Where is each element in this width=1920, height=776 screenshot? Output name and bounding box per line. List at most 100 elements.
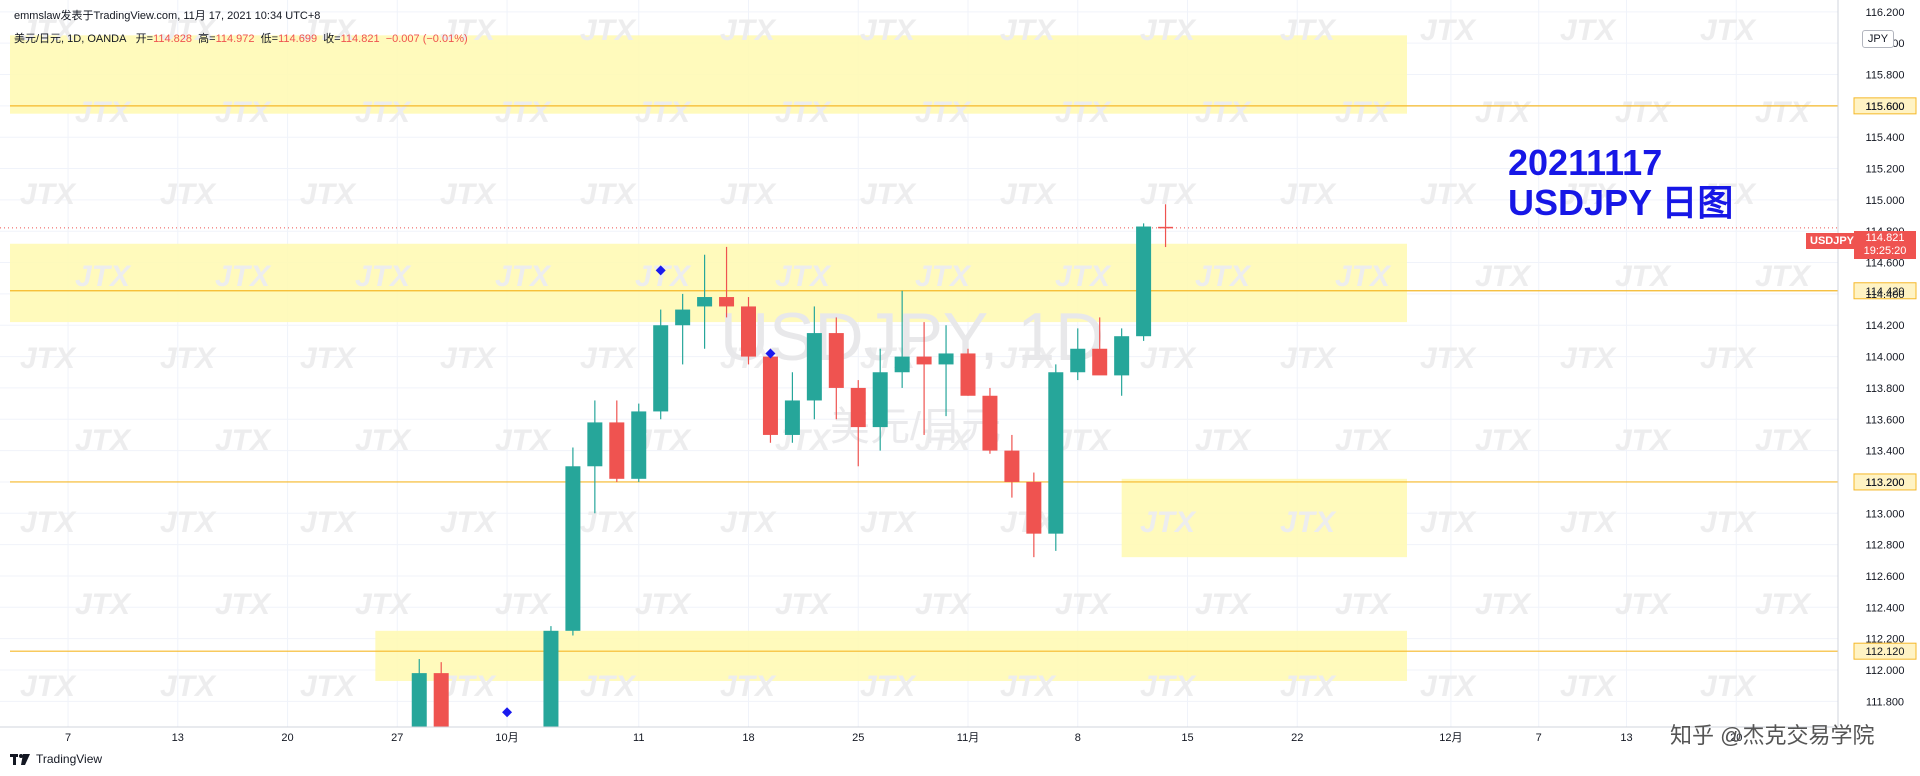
low-label: 低= xyxy=(260,33,279,45)
jtx-watermark: JTX xyxy=(775,96,832,129)
level-price-label: 113.200 xyxy=(1866,477,1905,489)
jtx-watermark: JTX xyxy=(495,96,552,129)
x-tick-label: 13 xyxy=(1620,732,1632,744)
jtx-watermark: JTX xyxy=(215,260,272,293)
jtx-watermark: JTX xyxy=(720,178,777,211)
jtx-watermark: JTX xyxy=(1615,588,1672,621)
jtx-watermark: JTX xyxy=(75,260,132,293)
candle-body xyxy=(1092,348,1108,376)
x-tick-label: 11 xyxy=(633,732,644,744)
x-tick-label: 11月 xyxy=(957,732,979,744)
jtx-watermark: JTX xyxy=(1280,178,1337,211)
candle-body xyxy=(675,309,691,326)
level-price-tag xyxy=(1853,282,1917,300)
x-tick-label: 15 xyxy=(1181,732,1193,744)
jtx-watermark: JTX xyxy=(635,96,692,129)
jtx-watermark: JTX xyxy=(775,260,832,293)
jtx-watermark: JTX xyxy=(1755,260,1812,293)
jtx-watermark: JTX xyxy=(1560,506,1617,539)
jtx-watermark: JTX xyxy=(1280,670,1337,703)
watermarks: JTX JTX JTX JTX JTX JTX JTX JTX JTX JTX JTX JTX JTX J… xyxy=(20,14,1812,703)
symbol-label: 美元/日元, 1D, OANDA xyxy=(14,33,127,45)
jtx-watermark: JTX xyxy=(635,260,692,293)
jtx-watermark: JTX xyxy=(580,178,637,211)
jtx-watermark: JTX xyxy=(355,96,412,129)
y-tick-label: 113.600 xyxy=(1866,414,1905,426)
candle-body xyxy=(828,333,844,388)
jtx-watermark: JTX xyxy=(495,260,552,293)
jtx-watermark: JTX xyxy=(1140,342,1197,375)
change-value: −0.007 (−0.01%) xyxy=(385,33,468,45)
candle-body xyxy=(872,372,888,428)
high-label: 高= xyxy=(198,33,216,45)
y-tick-label: 112.000 xyxy=(1866,665,1905,677)
jtx-watermark: JTX xyxy=(1055,588,1112,621)
jtx-watermark: JTX xyxy=(215,588,272,621)
y-tick-label: 114.400 xyxy=(1866,289,1905,301)
jtx-watermark: JTX xyxy=(1000,14,1057,47)
bar-countdown: 19:25:20 xyxy=(1863,245,1907,257)
jtx-watermark: JTX xyxy=(775,424,832,457)
candle-body xyxy=(543,630,559,727)
level-price-tag xyxy=(1853,97,1917,115)
x-tick-label: 25 xyxy=(852,732,864,744)
jtx-watermark: JTX xyxy=(20,178,77,211)
jtx-watermark: JTX xyxy=(440,670,497,703)
high-value: 114.972 xyxy=(215,33,255,45)
x-tick-label: 10月 xyxy=(495,732,518,744)
currency-button[interactable]: JPY xyxy=(1862,30,1894,48)
jtx-watermark: JTX xyxy=(860,670,917,703)
candle-body xyxy=(719,297,735,307)
y-tick-label: 112.800 xyxy=(1866,540,1905,552)
y-tick-label: 114.600 xyxy=(1866,258,1905,270)
jtx-watermark: JTX xyxy=(580,14,637,47)
level-price-tag xyxy=(1853,473,1917,491)
jtx-watermark: JTX xyxy=(1335,96,1392,129)
y-tick-label: 112.600 xyxy=(1866,571,1905,583)
candle-body xyxy=(741,306,756,357)
candle-body xyxy=(433,673,449,727)
zones xyxy=(10,35,1408,681)
y-tick-label: 116.200 xyxy=(1866,7,1905,19)
jtx-watermark: JTX xyxy=(20,506,77,539)
candle-body xyxy=(1114,336,1130,376)
jtx-watermark: JTX xyxy=(1195,96,1252,129)
jtx-watermark: JTX xyxy=(1615,260,1672,293)
jtx-watermark: JTX xyxy=(160,670,217,703)
candle-body xyxy=(1136,226,1152,337)
jtx-watermark: JTX xyxy=(1615,96,1672,129)
jtx-watermark: JTX xyxy=(20,342,77,375)
jtx-watermark: JTX xyxy=(1475,588,1532,621)
level-price-tag xyxy=(1853,642,1917,660)
jtx-watermark: JTX xyxy=(355,588,412,621)
annotation-title: USDJPY 日图 xyxy=(1508,182,1734,223)
jtx-watermark: JTX xyxy=(860,506,917,539)
close-label: 收= xyxy=(323,33,341,45)
jtx-watermark: JTX xyxy=(1700,506,1757,539)
jtx-watermark: JTX xyxy=(775,588,832,621)
jtx-watermark: JTX xyxy=(1195,260,1252,293)
candle-body xyxy=(806,333,822,401)
candle-body xyxy=(631,411,647,479)
levels: 115.600 114.420 113.200 112.120 xyxy=(10,97,1917,660)
y-tick-label: 115.000 xyxy=(1866,195,1905,207)
x-axis: 7 13 20 27 10月 11 18 25 11月 8 15 22 12月 7 13 20 xyxy=(65,732,1742,744)
jtx-watermark: JTX xyxy=(720,670,777,703)
annotation-date: 20211117 xyxy=(1508,142,1663,183)
jtx-watermark: JTX xyxy=(1420,670,1477,703)
candle-body xyxy=(411,673,427,727)
jtx-watermark: JTX xyxy=(440,342,497,375)
candle-body xyxy=(938,353,954,365)
candle-body xyxy=(653,325,669,412)
level-price-label: 112.120 xyxy=(1866,646,1905,658)
jtx-watermark: JTX xyxy=(1560,670,1617,703)
source-watermark: 知乎 @杰克交易学院 xyxy=(1670,723,1875,748)
x-tick-label: 7 xyxy=(65,732,71,744)
jtx-watermark: JTX xyxy=(1335,588,1392,621)
jtx-watermark: JTX xyxy=(1700,342,1757,375)
footer-brand[interactable]: TradingView xyxy=(10,752,102,766)
background-symbol-watermark: USDJPY, 1D xyxy=(720,299,1104,375)
y-tick-label: 111.800 xyxy=(1866,696,1904,708)
jtx-watermark: JTX xyxy=(160,14,217,47)
